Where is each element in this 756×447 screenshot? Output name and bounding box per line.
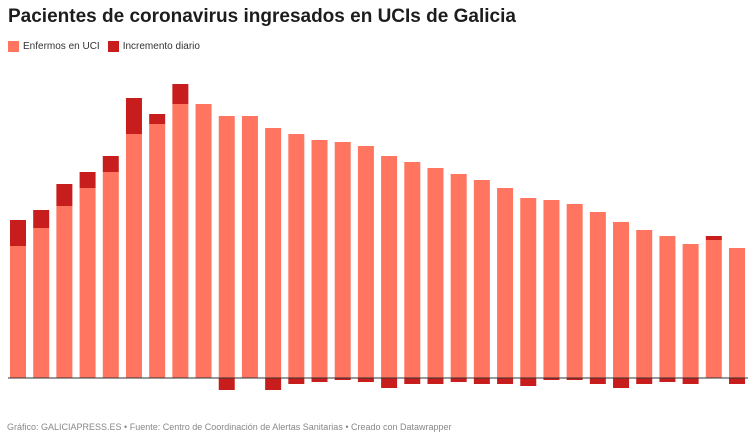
bar-enfermos <box>543 200 560 378</box>
bar-incremento <box>473 378 490 384</box>
bar-incremento <box>357 378 374 382</box>
bar-incremento <box>102 156 119 172</box>
bar-enfermos <box>334 142 351 378</box>
bar-enfermos <box>241 116 258 378</box>
legend-item-incremento: Incremento diario <box>107 41 200 52</box>
bar-enfermos <box>79 188 96 378</box>
bar-incremento <box>218 378 235 390</box>
bar-enfermos <box>195 104 212 378</box>
bar-incremento <box>589 378 606 384</box>
bar-incremento <box>125 98 142 134</box>
bar-incremento <box>149 114 166 124</box>
bar-enfermos <box>125 134 142 378</box>
bar-incremento <box>613 378 630 388</box>
bar-incremento <box>705 236 722 240</box>
bar-enfermos <box>218 116 235 378</box>
legend: Enfermos en UCI Incremento diario <box>8 41 200 52</box>
bar-incremento <box>659 378 676 382</box>
bar-enfermos <box>497 188 514 378</box>
bar-enfermos <box>33 228 50 378</box>
bar-enfermos <box>520 198 537 378</box>
bar-chart <box>8 84 748 390</box>
bar-enfermos <box>589 212 606 378</box>
bar-incremento <box>172 84 189 104</box>
bar-enfermos <box>705 240 722 378</box>
bar-enfermos <box>10 246 26 378</box>
bar-incremento <box>682 378 699 384</box>
bar-incremento <box>33 210 50 228</box>
bar-incremento <box>381 378 398 388</box>
bar-enfermos <box>149 124 166 378</box>
bar-enfermos <box>265 128 282 378</box>
bar-enfermos <box>172 104 189 378</box>
bar-enfermos <box>566 204 583 378</box>
bar-incremento <box>79 172 96 188</box>
bar-incremento <box>404 378 421 384</box>
legend-label: Enfermos en UCI <box>23 41 100 52</box>
bar-enfermos <box>404 162 421 378</box>
bar-enfermos <box>659 236 676 378</box>
bar-incremento <box>636 378 653 384</box>
bar-incremento <box>520 378 537 386</box>
bar-incremento <box>543 378 560 380</box>
legend-swatch <box>107 41 119 52</box>
bar-enfermos <box>613 222 630 378</box>
bar-enfermos <box>682 244 699 378</box>
chart-title: Pacientes de coronavirus ingresados en U… <box>8 6 516 27</box>
legend-item-enfermos: Enfermos en UCI <box>8 41 100 52</box>
bar-enfermos <box>427 168 444 378</box>
bar-incremento <box>334 378 351 380</box>
bar-incremento <box>450 378 467 382</box>
bar-enfermos <box>357 146 374 378</box>
bar-enfermos <box>729 248 745 378</box>
legend-label: Incremento diario <box>122 41 200 52</box>
legend-swatch <box>8 41 19 52</box>
bar-enfermos <box>381 156 398 378</box>
bar-incremento <box>311 378 328 382</box>
bar-incremento <box>265 378 282 390</box>
bar-enfermos <box>56 206 73 378</box>
bar-incremento <box>497 378 514 384</box>
bar-incremento <box>566 378 583 380</box>
bar-incremento <box>56 184 73 206</box>
bar-enfermos <box>473 180 490 378</box>
bar-incremento <box>288 378 305 384</box>
bar-incremento <box>10 220 26 246</box>
bar-enfermos <box>288 134 305 378</box>
bar-enfermos <box>450 174 467 378</box>
bar-enfermos <box>102 172 119 378</box>
footer-credits: Gráfico: GALICIAPRESS.ES • Fuente: Centr… <box>7 422 452 432</box>
bar-incremento <box>729 378 745 384</box>
bar-enfermos <box>311 140 328 378</box>
bar-incremento <box>427 378 444 384</box>
bar-enfermos <box>636 230 653 378</box>
